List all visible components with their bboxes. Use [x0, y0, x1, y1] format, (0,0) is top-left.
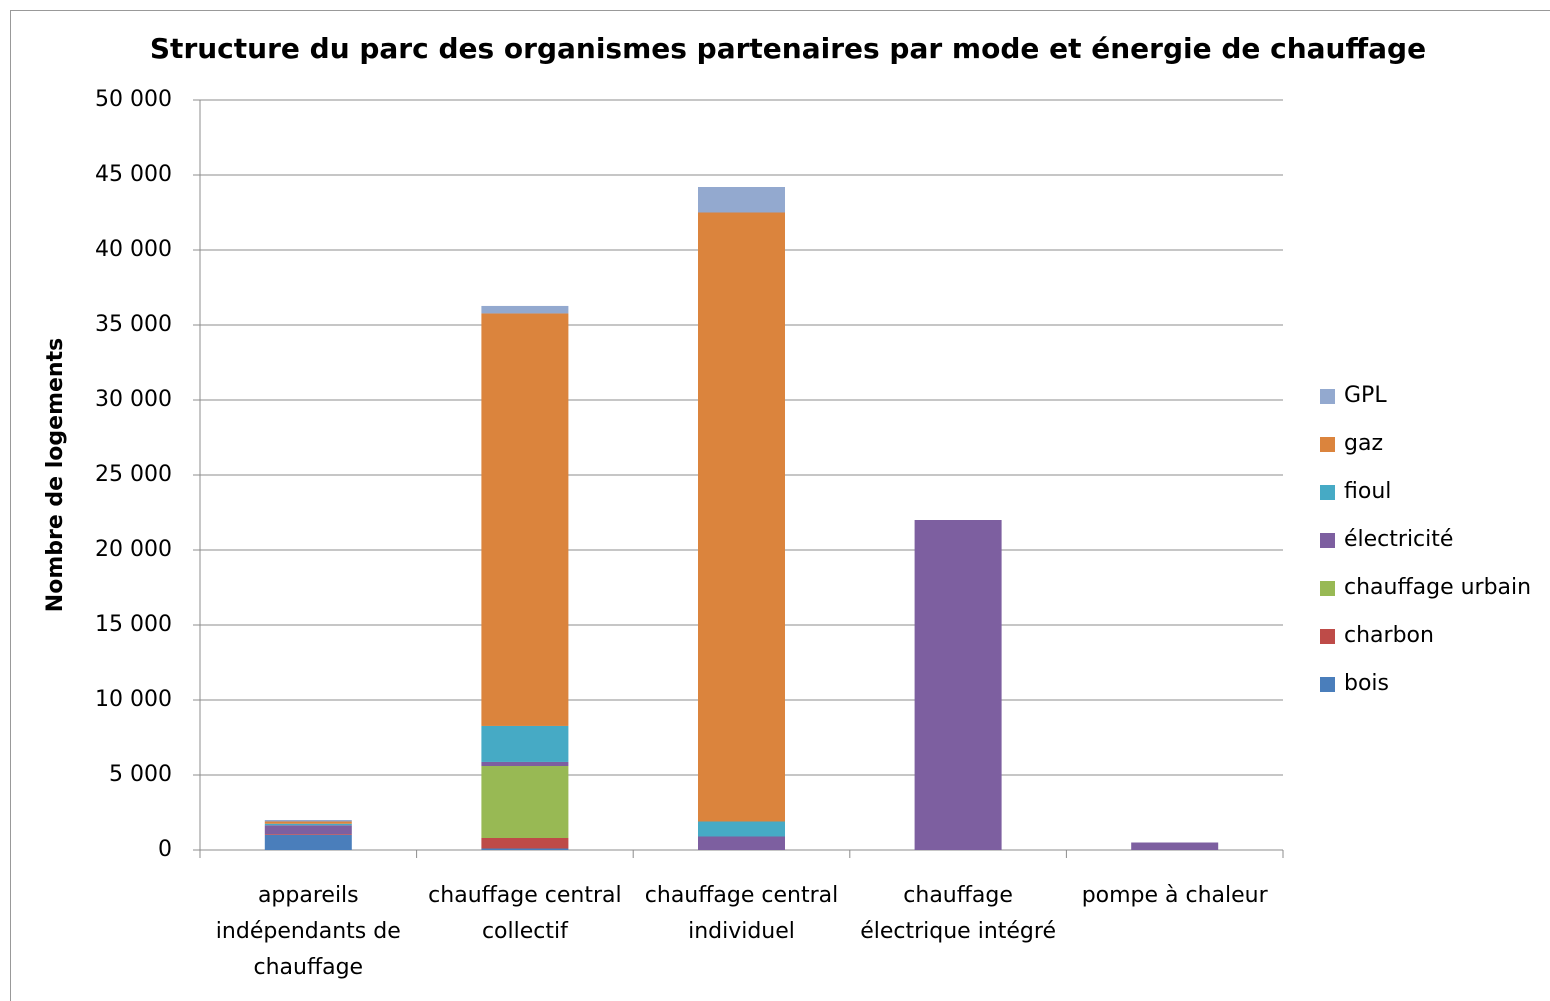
bar-segment	[264, 821, 352, 824]
y-tick-label: 30 000	[95, 387, 172, 412]
x-tick-label: chauffage électrique intégré	[860, 883, 1056, 944]
legend-label: bois	[1344, 671, 1389, 696]
bar-segment	[481, 305, 569, 314]
y-axis-label: Nombre de logements	[43, 338, 68, 612]
y-tick-label: 50 000	[95, 87, 172, 112]
y-tick-label: 45 000	[95, 162, 172, 187]
bar-segment	[481, 725, 569, 762]
bar-segment	[481, 313, 569, 726]
legend-label: GPL	[1344, 383, 1387, 408]
legend-label: chauffage urbain	[1344, 575, 1531, 600]
y-tick-label: 5 000	[109, 762, 172, 787]
legend-label: fioul	[1344, 479, 1391, 504]
bar-segment	[698, 836, 785, 850]
legend-swatch	[1320, 485, 1335, 500]
bar-segment	[264, 820, 352, 822]
legend-swatch	[1320, 677, 1335, 692]
legend-swatch	[1320, 389, 1335, 404]
legend-label: électricité	[1344, 527, 1453, 552]
y-tick-label: 25 000	[95, 462, 172, 487]
bar-segment	[914, 520, 1002, 850]
legend-swatch	[1320, 629, 1335, 644]
bar-segment	[698, 821, 785, 837]
legend-label: gaz	[1344, 431, 1383, 456]
bar-segment	[481, 766, 569, 838]
legend-swatch	[1320, 437, 1335, 452]
legend-swatch	[1320, 533, 1335, 548]
bar-segment	[698, 187, 785, 213]
bar-segment	[698, 212, 785, 822]
legend-label: charbon	[1344, 623, 1434, 648]
y-tick-label: 20 000	[95, 537, 172, 562]
y-tick-label: 40 000	[95, 237, 172, 262]
bar-segment	[1131, 842, 1219, 850]
bar-segment	[481, 761, 569, 766]
y-tick-label: 15 000	[95, 612, 172, 637]
chart-title: Structure du parc des organismes partena…	[150, 32, 1426, 65]
bar-segment	[481, 848, 569, 850]
bar-segment	[264, 834, 352, 835]
x-tick-label: chauffage central individuel	[644, 883, 839, 944]
legend-swatch	[1320, 581, 1335, 596]
y-tick-label: 10 000	[95, 687, 172, 712]
bar-segment	[264, 835, 352, 850]
y-tick-label: 35 000	[95, 312, 172, 337]
x-tick-label: chauffage central collectif	[428, 883, 622, 944]
y-tick-label: 0	[158, 837, 172, 862]
bar-segment	[264, 825, 352, 835]
bar-segment	[264, 823, 352, 826]
x-tick-label: pompe à chaleur	[1081, 883, 1268, 908]
x-tick-label: appareils indépendants de chauffage	[215, 883, 401, 980]
bar-segment	[481, 838, 569, 849]
